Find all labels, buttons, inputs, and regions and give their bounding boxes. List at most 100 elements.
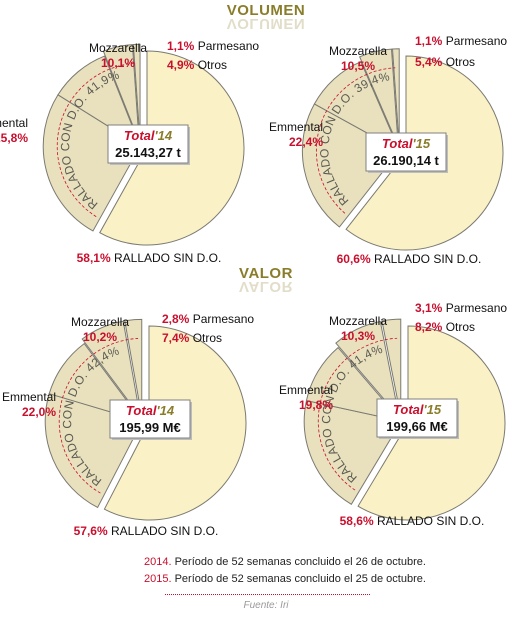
total-value: 25.143,27 t (115, 145, 181, 160)
label-rallado-sin-do: 58,1% RALLADO SIN D.O. (77, 251, 222, 265)
label-rallado-sin-do-value: 58,6% (340, 514, 374, 528)
total-box (107, 124, 189, 164)
label-mozzarella-value: 10,3% (341, 329, 375, 343)
label-otros: 5,4% Otros (415, 55, 475, 69)
label-parmesano-name: Parmesano (189, 312, 254, 326)
label-rallado-sin-do-value: 57,6% (74, 524, 108, 538)
label-parmesano-value: 2,8% (162, 312, 190, 326)
total-box (376, 398, 458, 438)
note-2015: 2015. Período de 52 semanas concluido el… (144, 573, 426, 585)
note-2015-year: 2015. (144, 573, 172, 585)
label-otros-value: 7,4% (162, 331, 190, 345)
label-rallado-sin-do: 57,6% RALLADO SIN D.O. (74, 524, 219, 538)
label-parmesano: 2,8% Parmesano (162, 312, 254, 326)
total-box (109, 399, 191, 439)
label-emmental-name: Emmental (0, 116, 28, 130)
slice-emmental (301, 103, 401, 228)
slice-parmesano (391, 48, 400, 146)
label-emmental-value: 22,0% (22, 405, 56, 419)
slice-emmental (42, 94, 141, 232)
label-mozzarella-name: Mozzarella (89, 41, 147, 55)
label-mozzarella-name: Mozzarella (329, 44, 387, 58)
total-value: 26.190,14 t (373, 153, 439, 168)
con-do-arc (56, 62, 137, 217)
label-otros: 4,9% Otros (167, 58, 227, 72)
label-otros: 7,4% Otros (162, 331, 222, 345)
slice-otros (102, 44, 140, 142)
total-year: '14 (157, 403, 175, 418)
label-rallado-sin-do-name: RALLADO SIN D.O. (111, 251, 222, 265)
label-emmental-value: 25,8% (0, 131, 28, 145)
label-otros: 8,2% Otros (415, 320, 475, 334)
slice-parmesano (381, 318, 402, 417)
label-otros-value: 5,4% (415, 55, 443, 69)
label-parmesano-name: Parmesano (442, 301, 507, 315)
pie-chart-2: RALLADO CON D.O. 39,4%Total'1526.190,14 … (269, 34, 507, 266)
label-parmesano-name: Parmesano (442, 34, 507, 48)
label-emmental-value: 22,4% (289, 135, 323, 149)
label-parmesano-value: 1,1% (167, 39, 195, 53)
label-otros-name: Otros (194, 58, 227, 72)
section-title-volumen: VOLUMEN VOLUMEN (0, 2, 532, 32)
total-value: 199,66 M€ (386, 419, 447, 434)
total-word: Total (126, 403, 157, 418)
label-parmesano-name: Parmesano (194, 39, 259, 53)
total-word: Total (382, 136, 413, 151)
total-word: Total (393, 402, 424, 417)
source-credit: Fuente: Iri (243, 600, 289, 611)
con-do-arc (316, 67, 396, 214)
slice-otros (81, 320, 141, 418)
total-value: 195,99 M€ (119, 420, 180, 435)
total-heading: Total'15 (382, 136, 431, 151)
label-mozzarella-value: 10,2% (83, 330, 117, 344)
slice-parmesano (132, 43, 141, 142)
label-otros-name: Otros (189, 331, 222, 345)
label-otros-name: Otros (442, 320, 475, 334)
label-rallado-sin-do: 60,6% RALLADO SIN D.O. (337, 252, 482, 266)
label-parmesano: 3,1% Parmesano (415, 301, 507, 315)
label-mozzarella-name: Mozzarella (329, 314, 387, 328)
slice-parmesano (124, 318, 143, 417)
label-otros-value: 4,9% (167, 58, 195, 72)
slice-mozzarella (313, 61, 401, 152)
label-parmesano: 1,1% Parmesano (415, 34, 507, 48)
label-parmesano-value: 3,1% (415, 301, 443, 315)
label-emmental-name: Emmental (2, 390, 56, 404)
section-title-volumen-text: VOLUMEN (226, 2, 306, 19)
slice-otros (335, 320, 400, 419)
total-box (365, 132, 447, 172)
label-rallado-sin-do-value: 58,1% (77, 251, 111, 265)
total-word: Total (124, 128, 155, 143)
total-year: '15 (413, 136, 431, 151)
note-2014: 2014. Período de 52 semanas concluido el… (144, 556, 426, 568)
label-emmental-name: Emmental (279, 383, 333, 397)
label-emmental-name: Emmental (269, 120, 323, 134)
con-do-arc (317, 337, 398, 491)
section-title-valor-text: VALOR (239, 265, 293, 282)
section-title-valor: VALOR VALOR (0, 265, 532, 295)
label-emmental-value: 19,8% (299, 398, 333, 412)
total-heading: Total'15 (393, 402, 442, 417)
label-mozzarella-name: Mozzarella (71, 315, 129, 329)
total-year: '14 (155, 128, 173, 143)
note-2015-text: Período de 52 semanas concluido el 25 de… (171, 573, 426, 585)
label-rallado-sin-do-name: RALLADO SIN D.O. (108, 524, 219, 538)
footer-divider (165, 594, 370, 595)
total-heading: Total'14 (126, 403, 175, 418)
label-mozzarella-value: 10,5% (341, 59, 375, 73)
label-parmesano-value: 1,1% (415, 34, 443, 48)
note-2014-year: 2014. (144, 556, 172, 568)
label-otros-name: Otros (442, 55, 475, 69)
slice-mozzarella (57, 55, 142, 148)
label-rallado-sin-do: 58,6% RALLADO SIN D.O. (340, 514, 485, 528)
pie-chart-1: RALLADO CON D.O. 41,9%Total'1425.143,27 … (0, 39, 259, 265)
label-otros-value: 8,2% (415, 320, 443, 334)
label-rallado-sin-do-name: RALLADO SIN D.O. (371, 252, 482, 266)
con-do-arc (58, 338, 139, 494)
label-parmesano: 1,1% Parmesano (167, 39, 259, 53)
label-rallado-sin-do-name: RALLADO SIN D.O. (374, 514, 485, 528)
label-rallado-sin-do-value: 60,6% (337, 252, 371, 266)
note-2014-text: Período de 52 semanas concluido el 26 de… (171, 556, 426, 568)
